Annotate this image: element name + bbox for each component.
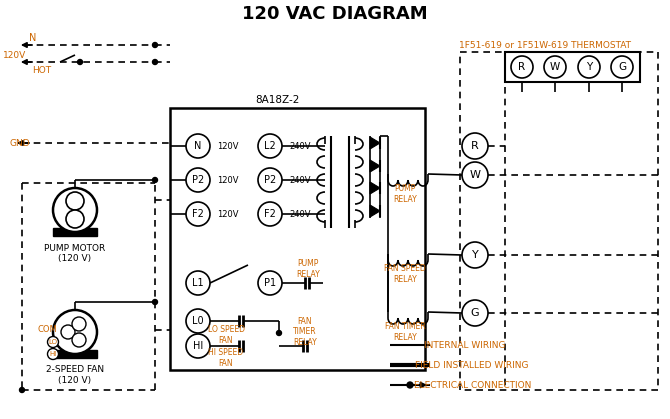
- Text: FAN TIMER
RELAY: FAN TIMER RELAY: [385, 322, 425, 342]
- Circle shape: [258, 134, 282, 158]
- Text: Y: Y: [472, 250, 478, 260]
- Text: (120 V): (120 V): [58, 254, 92, 264]
- Text: P2: P2: [264, 175, 276, 185]
- Circle shape: [462, 133, 488, 159]
- Text: HI: HI: [50, 351, 57, 357]
- Circle shape: [186, 334, 210, 358]
- Text: HI SPEED
FAN: HI SPEED FAN: [208, 348, 244, 368]
- Circle shape: [186, 168, 210, 192]
- Circle shape: [53, 310, 97, 354]
- Text: 120V: 120V: [3, 51, 27, 59]
- Text: G: G: [618, 62, 626, 72]
- Polygon shape: [370, 205, 380, 217]
- Text: L0: L0: [192, 316, 204, 326]
- Text: P2: P2: [192, 175, 204, 185]
- Text: FAN
TIMER
RELAY: FAN TIMER RELAY: [293, 317, 317, 347]
- Circle shape: [153, 178, 157, 183]
- Circle shape: [258, 168, 282, 192]
- Polygon shape: [370, 137, 380, 149]
- Circle shape: [72, 333, 86, 347]
- Circle shape: [407, 382, 413, 388]
- Circle shape: [462, 242, 488, 268]
- Bar: [53, 350, 97, 358]
- Circle shape: [66, 210, 84, 228]
- Circle shape: [72, 317, 86, 331]
- Text: PUMP MOTOR: PUMP MOTOR: [44, 243, 106, 253]
- Text: F2: F2: [192, 209, 204, 219]
- Circle shape: [186, 134, 210, 158]
- Circle shape: [186, 271, 210, 295]
- Text: L2: L2: [264, 141, 276, 151]
- Circle shape: [53, 188, 97, 232]
- Text: ELECTRICAL CONNECTION: ELECTRICAL CONNECTION: [414, 380, 532, 390]
- Text: INTERNAL WIRING: INTERNAL WIRING: [424, 341, 506, 349]
- Text: 2-SPEED FAN: 2-SPEED FAN: [46, 365, 104, 375]
- Text: FAN SPEED
RELAY: FAN SPEED RELAY: [384, 264, 426, 284]
- Circle shape: [611, 56, 633, 78]
- Text: R: R: [471, 141, 479, 151]
- Circle shape: [153, 42, 157, 47]
- Circle shape: [48, 336, 58, 347]
- Circle shape: [462, 162, 488, 188]
- Text: 120V: 120V: [217, 210, 239, 218]
- Bar: [505, 52, 640, 82]
- Text: HOT: HOT: [32, 65, 52, 75]
- Text: F2: F2: [264, 209, 276, 219]
- Text: PUMP
RELAY: PUMP RELAY: [296, 259, 320, 279]
- Text: HI: HI: [193, 341, 203, 351]
- Text: R: R: [519, 62, 525, 72]
- Text: 8A18Z-2: 8A18Z-2: [255, 95, 299, 105]
- Text: 120 VAC DIAGRAM: 120 VAC DIAGRAM: [242, 5, 428, 23]
- Text: 240V: 240V: [289, 176, 311, 184]
- Circle shape: [578, 56, 600, 78]
- Circle shape: [258, 202, 282, 226]
- Circle shape: [153, 59, 157, 65]
- Bar: [53, 228, 97, 236]
- Circle shape: [78, 59, 82, 65]
- Text: G: G: [471, 308, 479, 318]
- Polygon shape: [370, 182, 380, 194]
- Circle shape: [511, 56, 533, 78]
- Circle shape: [277, 331, 281, 336]
- Text: 1F51-619 or 1F51W-619 THERMOSTAT: 1F51-619 or 1F51W-619 THERMOSTAT: [459, 41, 631, 49]
- Text: 240V: 240V: [289, 142, 311, 150]
- Text: Y: Y: [586, 62, 592, 72]
- Text: (120 V): (120 V): [58, 377, 92, 385]
- Text: N: N: [29, 33, 37, 43]
- Text: L1: L1: [192, 278, 204, 288]
- Circle shape: [153, 300, 157, 305]
- Circle shape: [544, 56, 566, 78]
- Circle shape: [19, 388, 25, 393]
- Text: LO: LO: [48, 339, 58, 345]
- Text: W: W: [550, 62, 560, 72]
- Text: PUMP
RELAY: PUMP RELAY: [393, 184, 417, 204]
- Text: P1: P1: [264, 278, 276, 288]
- Circle shape: [61, 325, 75, 339]
- Bar: [170, 108, 425, 370]
- Text: GND: GND: [9, 139, 29, 147]
- Circle shape: [462, 300, 488, 326]
- Text: N: N: [194, 141, 202, 151]
- Text: 120V: 120V: [217, 176, 239, 184]
- Circle shape: [48, 349, 58, 360]
- Circle shape: [186, 309, 210, 333]
- Text: COM: COM: [38, 326, 58, 334]
- Text: W: W: [470, 170, 480, 180]
- Text: 120V: 120V: [217, 142, 239, 150]
- Circle shape: [186, 202, 210, 226]
- Text: 240V: 240V: [289, 210, 311, 218]
- Text: FIELD INSTALLED WIRING: FIELD INSTALLED WIRING: [415, 360, 529, 370]
- Text: LO SPEED
FAN: LO SPEED FAN: [208, 325, 245, 345]
- Polygon shape: [370, 160, 380, 172]
- Circle shape: [258, 271, 282, 295]
- Circle shape: [66, 192, 84, 210]
